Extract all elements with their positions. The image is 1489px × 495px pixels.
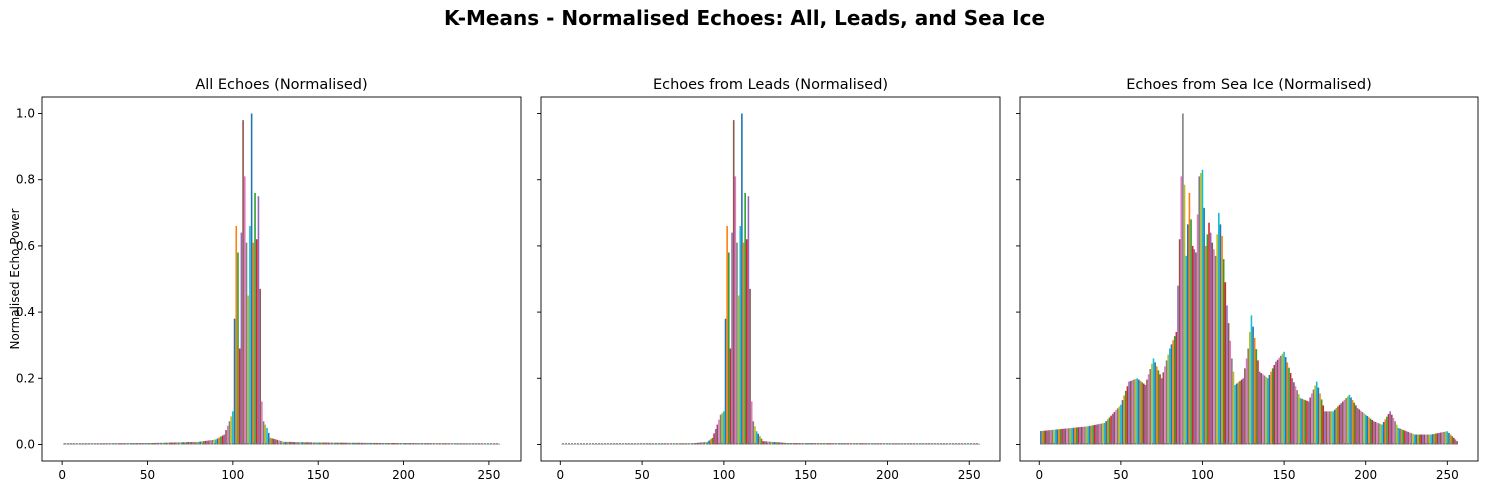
subplot-title: Echoes from Sea Ice (Normalised) xyxy=(1126,77,1372,93)
x-tick-label: 50 xyxy=(634,468,649,482)
y-tick-label: 0.0 xyxy=(16,437,35,451)
x-tick-label: 100 xyxy=(1191,468,1214,482)
x-tick-label: 150 xyxy=(1273,468,1296,482)
x-tick-label: 250 xyxy=(1436,468,1459,482)
x-tick-label: 0 xyxy=(556,468,564,482)
y-axis-label: Normalised Echo Power xyxy=(8,208,22,349)
axes-frame xyxy=(540,96,1001,462)
subplot-title: All Echoes (Normalised) xyxy=(195,77,367,93)
subplot-title: Echoes from Leads (Normalised) xyxy=(653,77,888,93)
figure-suptitle: K-Means - Normalised Echoes: All, Leads,… xyxy=(443,6,1046,30)
x-tick-label: 0 xyxy=(1035,468,1043,482)
x-tick-label: 50 xyxy=(1113,468,1128,482)
x-tick-label: 200 xyxy=(1354,468,1377,482)
x-tick-label: 150 xyxy=(307,468,330,482)
axes-frame xyxy=(41,96,522,462)
x-tick-label: 0 xyxy=(58,468,66,482)
x-tick-label: 200 xyxy=(876,468,899,482)
x-tick-label: 250 xyxy=(958,468,981,482)
x-tick-label: 100 xyxy=(221,468,244,482)
x-tick-label: 250 xyxy=(477,468,500,482)
axes-frame xyxy=(1019,96,1479,462)
x-tick-label: 150 xyxy=(794,468,817,482)
y-tick-label: 0.8 xyxy=(16,173,35,187)
y-tick-label: 1.0 xyxy=(16,107,35,121)
x-tick-label: 100 xyxy=(712,468,735,482)
y-tick-label: 0.6 xyxy=(16,239,35,253)
x-tick-label: 200 xyxy=(392,468,415,482)
x-tick-label: 50 xyxy=(140,468,155,482)
y-tick-label: 0.4 xyxy=(16,305,35,319)
y-tick-label: 0.2 xyxy=(16,371,35,385)
